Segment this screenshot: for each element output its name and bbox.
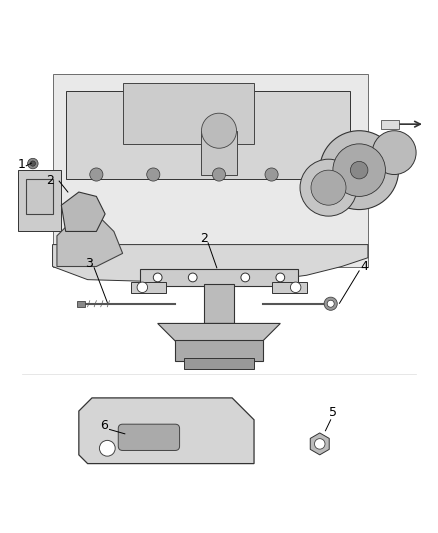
Polygon shape: [158, 324, 280, 341]
Polygon shape: [61, 192, 105, 231]
Circle shape: [314, 439, 325, 449]
Circle shape: [324, 297, 337, 310]
Bar: [140, 269, 298, 286]
Polygon shape: [79, 398, 254, 464]
Polygon shape: [57, 214, 123, 266]
Bar: [53, 74, 368, 266]
Text: 3: 3: [85, 257, 93, 270]
Circle shape: [333, 144, 385, 197]
Text: 5: 5: [328, 406, 336, 419]
Bar: [201, 131, 237, 174]
Circle shape: [201, 113, 237, 148]
Circle shape: [153, 273, 162, 282]
Circle shape: [241, 273, 250, 282]
Circle shape: [290, 282, 301, 293]
Circle shape: [327, 300, 334, 307]
Text: 1: 1: [18, 158, 25, 171]
Bar: [381, 120, 399, 128]
Circle shape: [90, 168, 103, 181]
Bar: [131, 282, 166, 293]
Circle shape: [372, 131, 416, 174]
Polygon shape: [53, 245, 368, 284]
Circle shape: [311, 170, 346, 205]
Bar: [272, 282, 307, 293]
Circle shape: [188, 273, 197, 282]
Circle shape: [212, 168, 226, 181]
Circle shape: [28, 158, 38, 169]
Text: 6: 6: [100, 418, 108, 432]
Bar: [123, 83, 254, 144]
Circle shape: [99, 440, 115, 456]
Circle shape: [265, 168, 278, 181]
Circle shape: [300, 159, 357, 216]
Circle shape: [137, 282, 148, 293]
Circle shape: [276, 273, 285, 282]
FancyBboxPatch shape: [118, 424, 180, 450]
Circle shape: [30, 161, 35, 166]
Circle shape: [320, 131, 399, 209]
Bar: [77, 301, 85, 307]
Text: 2: 2: [201, 231, 208, 245]
Circle shape: [147, 168, 160, 181]
Bar: [66, 91, 350, 179]
Bar: [204, 284, 234, 324]
Text: 2: 2: [46, 174, 54, 187]
Polygon shape: [310, 433, 329, 455]
Bar: [184, 359, 254, 369]
Bar: [18, 170, 61, 231]
Circle shape: [350, 161, 368, 179]
Bar: [26, 179, 53, 214]
Bar: [175, 340, 263, 361]
Text: 4: 4: [360, 260, 368, 272]
